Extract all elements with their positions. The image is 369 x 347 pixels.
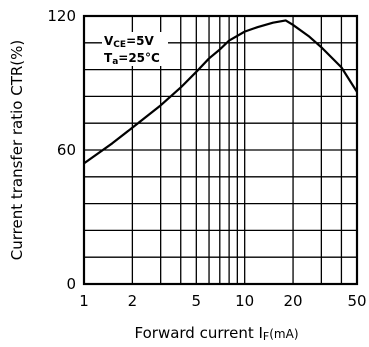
y-tick-labels: 0 60 120 xyxy=(47,7,76,293)
x-tick-label: 20 xyxy=(284,292,303,310)
y-tick-label: 120 xyxy=(47,7,76,25)
x-tick-labels: 1 2 5 10 20 50 xyxy=(79,292,366,310)
plot-frame xyxy=(82,14,359,286)
x-tick-label: 50 xyxy=(347,292,366,310)
ctr-curve xyxy=(83,19,358,165)
x-tick-label: 10 xyxy=(235,292,254,310)
y-tick-label: 60 xyxy=(57,141,76,159)
x-tick-label: 5 xyxy=(192,292,202,310)
y-tick-label: 0 xyxy=(66,275,76,293)
y-axis-label: Current transfer ratio CTR(%) xyxy=(8,40,26,260)
x-tick-label: 2 xyxy=(128,292,138,310)
x-tick-label: 1 xyxy=(79,292,89,310)
x-axis-label: Forward current IF(mA) xyxy=(135,324,299,343)
annotation-vce: VCE=5V xyxy=(104,34,154,50)
annotation-ta: Ta=25°C xyxy=(104,51,160,67)
annotation-box xyxy=(102,32,168,66)
